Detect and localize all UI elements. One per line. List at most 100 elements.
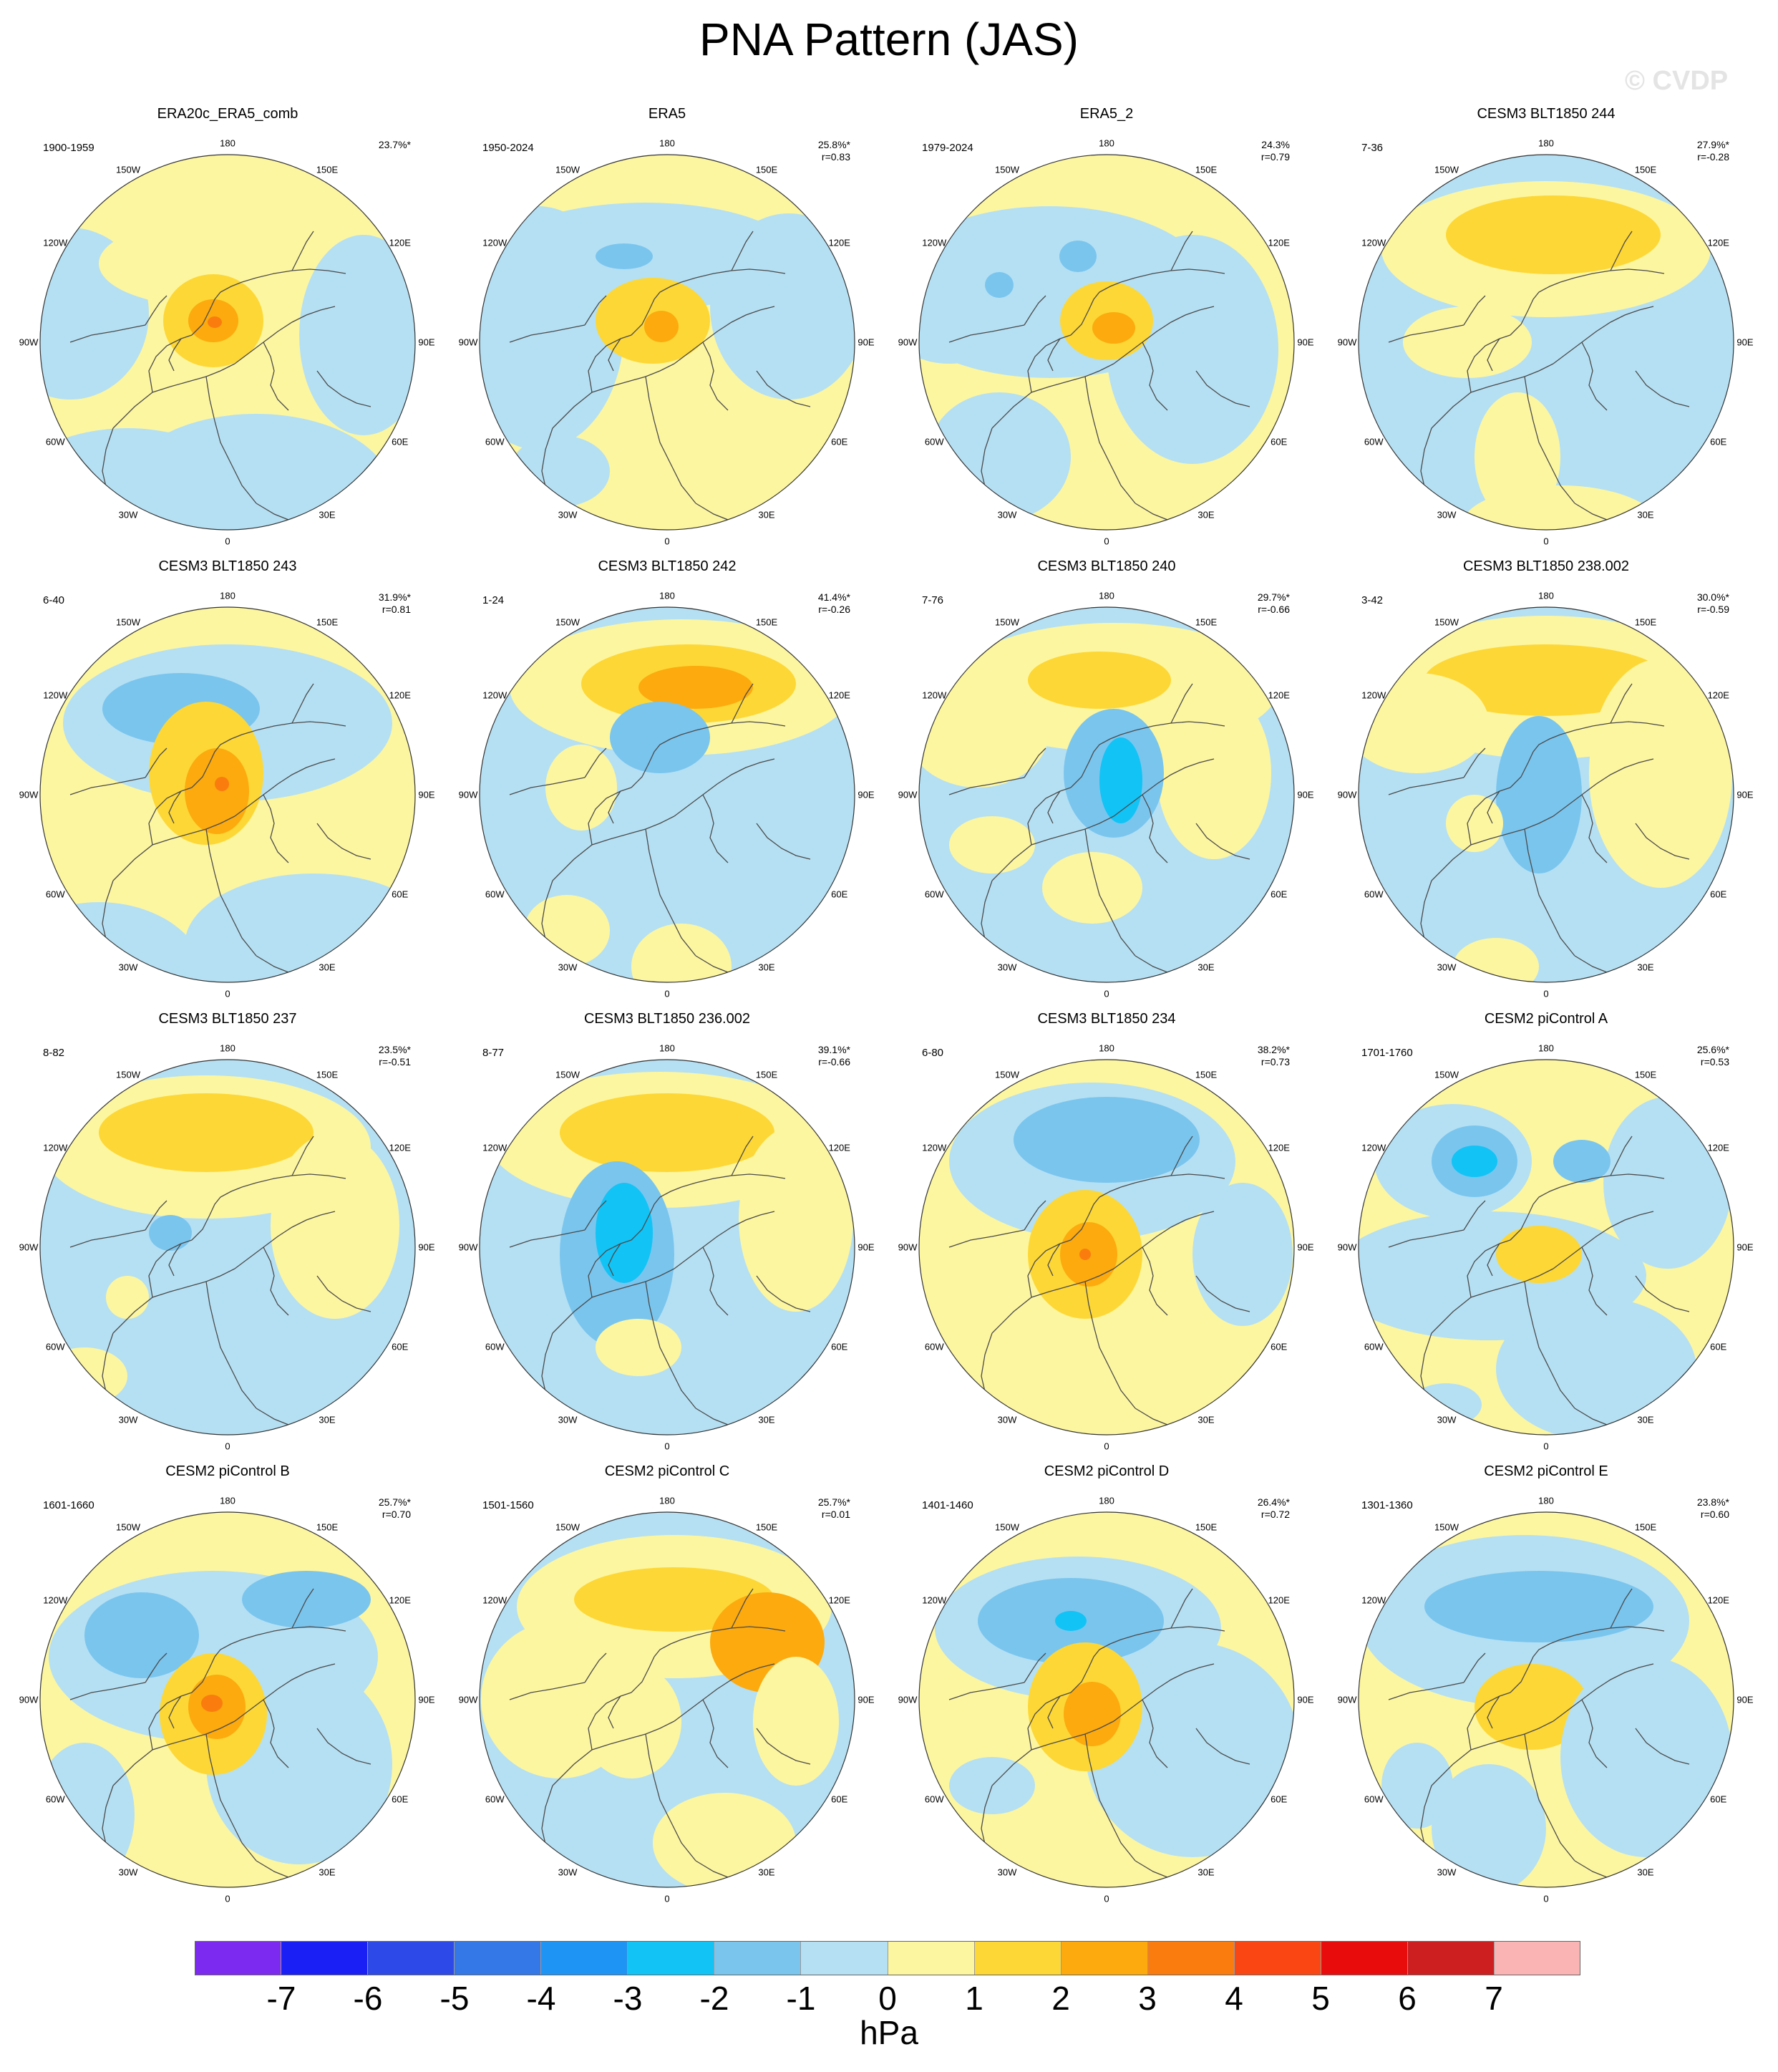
coastline (584, 1200, 607, 1231)
longitude-label: 120E (389, 237, 411, 248)
variance-explained: 23.8%* (1696, 1496, 1729, 1508)
anomaly-contour-fill (985, 272, 1014, 298)
anomaly-contour-fill (581, 1664, 681, 1778)
anomaly-contour-fill (949, 816, 1035, 873)
coastline (1463, 1200, 1486, 1231)
coastline (702, 1699, 729, 1768)
coastline (1524, 828, 1575, 957)
colorbar-swatch (1407, 1941, 1495, 1975)
longitude-label: 90W (1337, 337, 1357, 348)
coastline (291, 683, 314, 724)
longitude-label: 120E (1268, 1142, 1290, 1153)
coastline (148, 334, 193, 393)
panel-stats: 29.7%* r=-0.66 (1258, 591, 1290, 616)
longitude-label: 60W (45, 1341, 65, 1352)
coastline (631, 1186, 682, 1241)
coastline (645, 376, 696, 504)
longitude-label: 180 (1538, 1042, 1554, 1054)
longitude-label: 120W (922, 1142, 947, 1153)
coastline (1070, 281, 1122, 336)
anomaly-contour-fill (185, 748, 249, 834)
anomaly-contour-fill (215, 777, 229, 791)
longitude-label: 60E (1710, 436, 1727, 447)
coastline (1142, 1246, 1168, 1316)
longitude-label: 180 (1538, 137, 1554, 149)
anomaly-contour-fill (610, 702, 710, 773)
coastline (756, 1275, 811, 1312)
panel-period: 1950-2024 (482, 142, 534, 154)
anomaly-contour-fill (149, 1215, 192, 1251)
longitude-label: 120W (1361, 237, 1386, 248)
longitude-label: 30W (997, 1414, 1017, 1425)
longitude-label: 150W (116, 1521, 140, 1533)
longitude-label: 90W (19, 1241, 39, 1253)
longitude-label: 120E (1707, 1594, 1729, 1606)
anomaly-contour-fill (1496, 1226, 1582, 1283)
longitude-label: 60W (485, 1793, 505, 1805)
polar-map (1358, 154, 1734, 531)
anomaly-contour-fill (99, 1093, 314, 1172)
coastline (234, 1211, 336, 1269)
longitude-label: 60W (924, 889, 944, 900)
map-panel: CESM3 BLT1850 242 1-24 41.4%* r=-0.26 180 150… (459, 558, 875, 1002)
coastline (1510, 281, 1561, 336)
map-boundary (1358, 154, 1734, 531)
anomaly-contour-fill (1589, 659, 1732, 888)
anomaly-contour-fill (84, 1592, 199, 1678)
coastline (1388, 777, 1464, 795)
panel-title: CESM3 BLT1850 240 (1037, 558, 1176, 574)
pattern-correlation: r=-0.66 (1258, 604, 1290, 615)
longitude-label: 0 (225, 1893, 230, 1904)
longitude-label: 150E (1634, 1521, 1657, 1533)
coastline (1581, 794, 1608, 863)
colorbar-tick-label: 3 (1138, 1980, 1157, 2017)
longitude-label: 180 (659, 590, 675, 601)
panel-period: 1301-1360 (1361, 1499, 1413, 1511)
coastline (1027, 1239, 1072, 1298)
coastline (1487, 1695, 1500, 1729)
pattern-correlation: r=0.01 (821, 1509, 850, 1520)
variance-explained: 31.9%* (378, 591, 411, 603)
longitude-label: 150W (1434, 1069, 1459, 1080)
panel-period: 1900-1959 (43, 142, 94, 154)
coastline (552, 363, 675, 429)
coastline (1510, 1639, 1561, 1693)
coastline (1195, 370, 1250, 407)
panel-period: 1501-1560 (482, 1499, 534, 1511)
panel-period: 6-80 (922, 1047, 944, 1059)
coastline (1610, 1588, 1633, 1629)
coastline (1388, 1229, 1464, 1248)
coastline (145, 1200, 167, 1231)
coastline (1070, 1639, 1122, 1693)
coastline (731, 1136, 754, 1176)
longitude-label: 60W (45, 436, 65, 447)
pattern-correlation: r=0.72 (1260, 1509, 1290, 1520)
anomaly-contour-fill (42, 1347, 127, 1405)
coastline (588, 1692, 632, 1751)
longitude-label: 30E (319, 962, 336, 973)
coastline (756, 370, 811, 407)
pattern-correlation: r=0.83 (821, 151, 850, 163)
coastline (205, 1281, 257, 1409)
coastline (1610, 683, 1633, 724)
longitude-label: 120W (922, 237, 947, 248)
map-panel: CESM3 BLT1850 237 8-82 23.5%* r=-0.51 180 150… (19, 1011, 435, 1455)
coastline (69, 1229, 146, 1248)
map-boundary (479, 1059, 855, 1436)
anomaly-contour-fill (1453, 938, 1539, 982)
colorbar-tick-label: 1 (965, 1980, 983, 2017)
longitude-label: 150W (555, 1069, 580, 1080)
anomaly-contour-fill (739, 1125, 853, 1312)
longitude-label: 90W (1337, 1241, 1357, 1253)
panel-period: 1-24 (482, 594, 505, 606)
coastline (1027, 1692, 1072, 1751)
coastline (1170, 1588, 1193, 1629)
longitude-label: 0 (664, 988, 670, 999)
coastline (191, 1186, 243, 1241)
map-panel: CESM2 piControl A 1701-1760 25.6%* r=0.53 18… (1338, 1011, 1754, 1455)
longitude-label: 120E (389, 1142, 411, 1153)
longitude-label: 60E (1710, 1341, 1727, 1352)
coastline (1510, 1186, 1561, 1241)
coastline (608, 1243, 621, 1277)
coastline (148, 1239, 193, 1298)
